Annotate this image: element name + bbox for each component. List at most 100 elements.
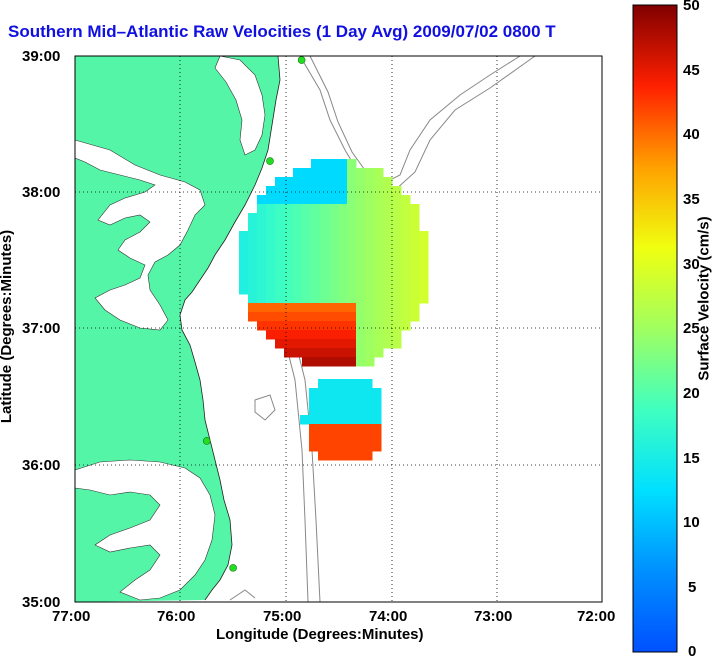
velocity-cell <box>284 177 294 187</box>
velocity-cell <box>374 276 384 286</box>
velocity-cell <box>347 348 357 358</box>
y-axis-label: Latitude (Degrees:Minutes) <box>0 229 16 424</box>
colorbar-tick: 0 <box>688 643 697 660</box>
velocity-cell <box>356 276 366 286</box>
velocity-cell <box>329 168 339 178</box>
velocity-cell <box>257 267 267 277</box>
velocity-cell <box>372 442 382 452</box>
velocity-cell <box>293 348 303 358</box>
velocity-cell <box>419 258 429 268</box>
velocity-cell <box>302 276 312 286</box>
velocity-cell <box>365 312 375 322</box>
velocity-cell <box>356 339 366 349</box>
velocity-cell <box>275 177 285 187</box>
velocity-cell <box>392 186 402 196</box>
velocity-cell <box>275 267 285 277</box>
velocity-cell <box>293 240 303 250</box>
velocity-cell <box>257 195 267 205</box>
velocity-cell <box>327 415 337 425</box>
velocity-cell <box>365 231 375 241</box>
velocity-cell <box>392 285 402 295</box>
velocity-cell <box>347 159 357 169</box>
velocity-cell <box>345 406 355 416</box>
velocity-cell <box>372 406 382 416</box>
colorbar-tick: 15 <box>683 450 700 467</box>
velocity-cell <box>327 451 337 461</box>
velocity-cell <box>302 240 312 250</box>
velocity-cell <box>365 357 375 367</box>
velocity-cell <box>410 258 420 268</box>
velocity-cell <box>347 168 357 178</box>
velocity-cell <box>383 294 393 304</box>
grid-lines <box>75 56 602 602</box>
velocity-cell <box>345 397 355 407</box>
station-marker <box>202 437 211 445</box>
velocity-cell <box>302 339 312 349</box>
velocity-cell <box>275 321 285 331</box>
velocity-cell <box>383 267 393 277</box>
velocity-cell <box>392 303 402 313</box>
velocity-cell <box>354 379 364 389</box>
velocity-cell <box>347 330 357 340</box>
velocity-cell <box>410 213 420 223</box>
colorbar-label: Surface Velocity (cm/s) <box>695 216 713 381</box>
velocity-cell <box>356 213 366 223</box>
velocity-cell <box>266 330 276 340</box>
velocity-cell <box>345 442 355 452</box>
velocity-cell <box>392 294 402 304</box>
velocity-cell <box>338 204 348 214</box>
velocity-cell <box>248 249 258 259</box>
velocity-cell <box>401 285 411 295</box>
velocity-cell <box>374 231 384 241</box>
velocity-cell <box>302 195 312 205</box>
velocity-cell <box>275 285 285 295</box>
velocity-cell <box>356 240 366 250</box>
velocity-cell <box>257 222 267 232</box>
velocity-cell <box>372 415 382 425</box>
velocity-cell <box>347 321 357 331</box>
velocity-cell <box>401 204 411 214</box>
velocity-cell <box>374 204 384 214</box>
velocity-cell <box>347 258 357 268</box>
velocity-cell <box>329 276 339 286</box>
velocity-cell <box>284 267 294 277</box>
x-tick-label: 74:00 <box>369 608 408 625</box>
velocity-cell <box>275 303 285 313</box>
velocity-cell <box>329 204 339 214</box>
velocity-cell <box>372 433 382 443</box>
velocity-cell <box>284 204 294 214</box>
velocity-cell <box>365 213 375 223</box>
velocity-cell <box>392 330 402 340</box>
velocity-cell <box>311 240 321 250</box>
velocity-cell <box>320 303 330 313</box>
velocity-cell <box>318 379 328 389</box>
velocity-cell <box>392 231 402 241</box>
velocity-cell <box>365 339 375 349</box>
velocity-cell <box>338 267 348 277</box>
velocity-cell <box>365 177 375 187</box>
velocity-cell <box>284 285 294 295</box>
velocity-cell <box>336 415 346 425</box>
velocity-cell <box>329 312 339 322</box>
velocity-cell <box>363 388 373 398</box>
velocity-cell <box>266 204 276 214</box>
velocity-cell <box>302 348 312 358</box>
velocity-cell <box>347 177 357 187</box>
velocity-cell <box>383 330 393 340</box>
velocity-cell <box>257 240 267 250</box>
velocity-cell <box>336 424 346 434</box>
velocity-cell <box>311 357 321 367</box>
velocity-cell <box>320 195 330 205</box>
velocity-cell <box>365 240 375 250</box>
velocity-cell <box>410 222 420 232</box>
station-marker <box>297 56 306 64</box>
x-axis-label: Longitude (Degrees:Minutes) <box>216 626 424 643</box>
velocity-cell <box>239 249 249 259</box>
velocity-cell <box>266 231 276 241</box>
velocity-cell <box>356 330 366 340</box>
velocity-cell <box>336 379 346 389</box>
velocity-cell <box>302 249 312 259</box>
velocity-cell <box>266 303 276 313</box>
velocity-cell <box>302 213 312 223</box>
velocity-cell <box>293 339 303 349</box>
